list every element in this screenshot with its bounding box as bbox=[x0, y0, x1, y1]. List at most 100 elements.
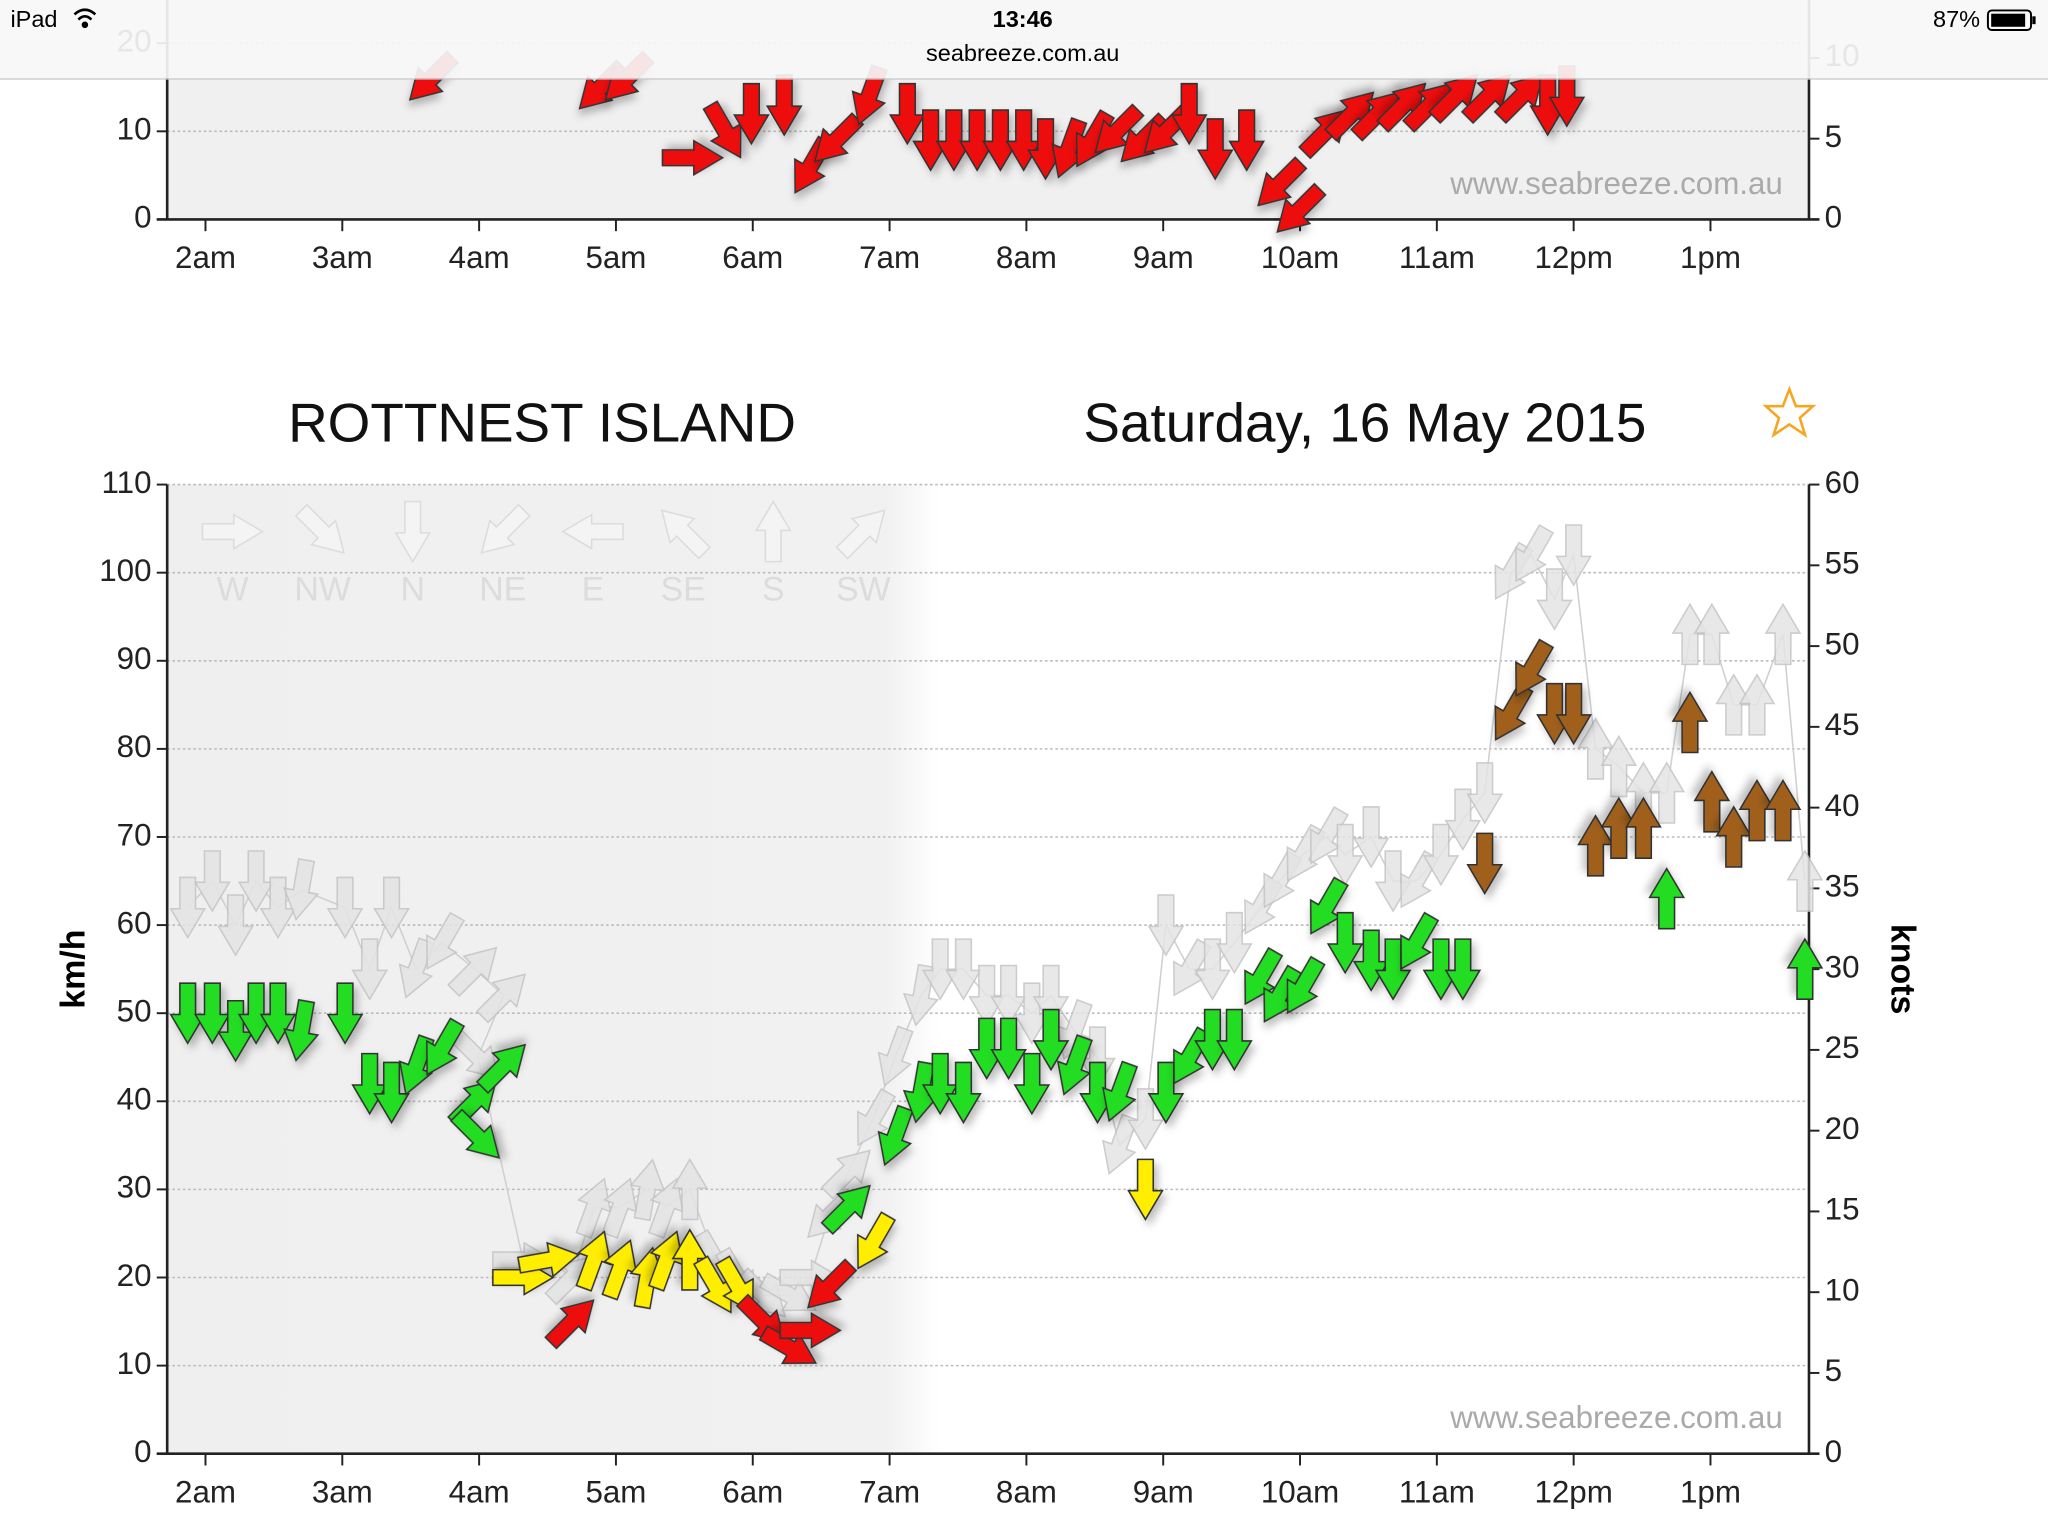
wind-arrow bbox=[544, 1299, 595, 1350]
gust-arrow bbox=[283, 857, 320, 921]
x-tick-label: 6am bbox=[722, 1474, 783, 1509]
gust-arrow bbox=[575, 1177, 612, 1239]
gust-arrow bbox=[1326, 823, 1364, 887]
wind-arrow bbox=[1494, 682, 1534, 741]
gust-arrow bbox=[1422, 823, 1460, 887]
gust-arrow bbox=[326, 876, 364, 940]
gust-arrow bbox=[1693, 602, 1731, 666]
wind-arrow bbox=[765, 74, 803, 137]
wind-arrow bbox=[1422, 938, 1460, 1001]
gust-arrow bbox=[1466, 762, 1504, 825]
wind-arrow bbox=[807, 1258, 858, 1309]
x-tick-label: 3am bbox=[312, 240, 373, 275]
gust-arrow bbox=[217, 894, 254, 957]
y2-tick-label: 20 bbox=[1825, 1111, 1860, 1146]
legend-arrow bbox=[660, 509, 711, 560]
status-bar: iPad 13:46 seabreeze.com.au 87% bbox=[0, 0, 2048, 80]
gust-arrow bbox=[237, 850, 275, 913]
wind-arrow bbox=[671, 1228, 709, 1291]
wind-arrow bbox=[1625, 796, 1662, 860]
y-tick-label: 100 bbox=[99, 553, 151, 588]
legend-arrow bbox=[201, 513, 265, 550]
legend-arrow bbox=[294, 503, 345, 554]
wind-arrow bbox=[169, 982, 207, 1045]
wind-arrow bbox=[820, 1184, 871, 1235]
legend-label: N bbox=[400, 571, 425, 609]
wind-arrow bbox=[1286, 955, 1326, 1015]
y-tick-label: 10 bbox=[117, 112, 152, 147]
gust-arrow bbox=[447, 946, 498, 998]
wind-arrow bbox=[601, 1239, 638, 1301]
watermark: www.seabreeze.com.au bbox=[1449, 166, 1783, 201]
y2-tick-label: 55 bbox=[1825, 546, 1860, 581]
wind-arrow bbox=[733, 82, 770, 146]
wind-arrow bbox=[517, 1241, 581, 1278]
gust-arrow bbox=[193, 850, 231, 913]
y2-tick-label: 15 bbox=[1825, 1192, 1860, 1227]
gust-arrow bbox=[735, 1267, 787, 1318]
wind-arrow bbox=[758, 1325, 818, 1365]
gust-arrow bbox=[1515, 524, 1555, 583]
wind-arrow bbox=[1127, 1158, 1164, 1221]
legend-arrow bbox=[754, 500, 792, 563]
gust-arrow bbox=[758, 1272, 818, 1312]
wind-arrow bbox=[877, 1104, 914, 1167]
favourite-star[interactable] bbox=[1762, 385, 1817, 439]
y2-tick-label: 50 bbox=[1825, 626, 1860, 661]
gust-arrow bbox=[820, 1149, 871, 1200]
gust-arrow bbox=[1215, 911, 1253, 975]
x-tick-label: 2am bbox=[175, 240, 236, 275]
y-tick-label: 60 bbox=[117, 905, 152, 940]
legend-label: NW bbox=[294, 571, 351, 609]
x-tick-label: 3am bbox=[312, 1474, 373, 1509]
wind-arrow bbox=[990, 1017, 1027, 1081]
gust-arrow bbox=[945, 938, 982, 1001]
wind-arrow bbox=[326, 982, 364, 1045]
url[interactable]: seabreeze.com.au bbox=[926, 40, 1119, 66]
gust-arrow bbox=[1309, 805, 1349, 865]
wind-arrow bbox=[1027, 118, 1064, 181]
watermark: www.seabreeze.com.au bbox=[1449, 1400, 1783, 1435]
y-tick-label: 50 bbox=[117, 993, 152, 1028]
gust-arrow bbox=[1536, 568, 1573, 631]
wind-arrow bbox=[283, 998, 320, 1062]
x-tick-label: 7am bbox=[859, 240, 920, 275]
gust-arrow bbox=[647, 1177, 684, 1239]
wind-chart: ROTTNEST ISLAND Saturday, 16 May 2015 W NW N… bbox=[55, 385, 1921, 1509]
wifi-icon bbox=[73, 8, 97, 29]
gust-arrow bbox=[1764, 602, 1802, 666]
x-tick-label: 7am bbox=[859, 1474, 920, 1509]
gust-arrow bbox=[1147, 894, 1185, 957]
clock: 13:46 bbox=[993, 6, 1053, 32]
gust-arrow bbox=[629, 1158, 666, 1222]
wind-arrow bbox=[958, 109, 996, 172]
wind-arrow bbox=[1276, 182, 1327, 233]
gust-arrow bbox=[1013, 982, 1051, 1045]
wind-arrow bbox=[1326, 911, 1364, 975]
y-tick-label: 30 bbox=[117, 1170, 152, 1205]
gust-arrow bbox=[1786, 849, 1824, 912]
x-tick-label: 9am bbox=[1133, 1474, 1194, 1509]
x-tick-label: 8am bbox=[996, 1474, 1057, 1509]
gust-arrow bbox=[373, 876, 410, 940]
y2-tick-label: 45 bbox=[1825, 707, 1860, 742]
y2-tick-label: 0 bbox=[1825, 200, 1842, 235]
y-tick-label: 10 bbox=[117, 1346, 152, 1381]
y-tick-label: 110 bbox=[102, 465, 152, 500]
x-tick-label: 8am bbox=[996, 240, 1057, 275]
y2-tick-label: 10 bbox=[1825, 1272, 1860, 1307]
legend-label: E bbox=[582, 571, 605, 609]
wind-arrow bbox=[217, 999, 254, 1063]
y2-tick-label: 25 bbox=[1825, 1030, 1860, 1065]
wind-arrow bbox=[1376, 82, 1427, 133]
gust-arrow bbox=[1352, 806, 1390, 869]
y-tick-label: 70 bbox=[117, 817, 152, 852]
x-tick-label: 10am bbox=[1261, 1474, 1339, 1509]
wind-arrow bbox=[193, 982, 231, 1045]
wind-arrow bbox=[1764, 778, 1802, 842]
y2-tick-label: 40 bbox=[1825, 788, 1860, 823]
status-bar-bg bbox=[0, 0, 2048, 79]
gust-arrow bbox=[968, 964, 1006, 1028]
gust-arrow bbox=[259, 876, 297, 940]
